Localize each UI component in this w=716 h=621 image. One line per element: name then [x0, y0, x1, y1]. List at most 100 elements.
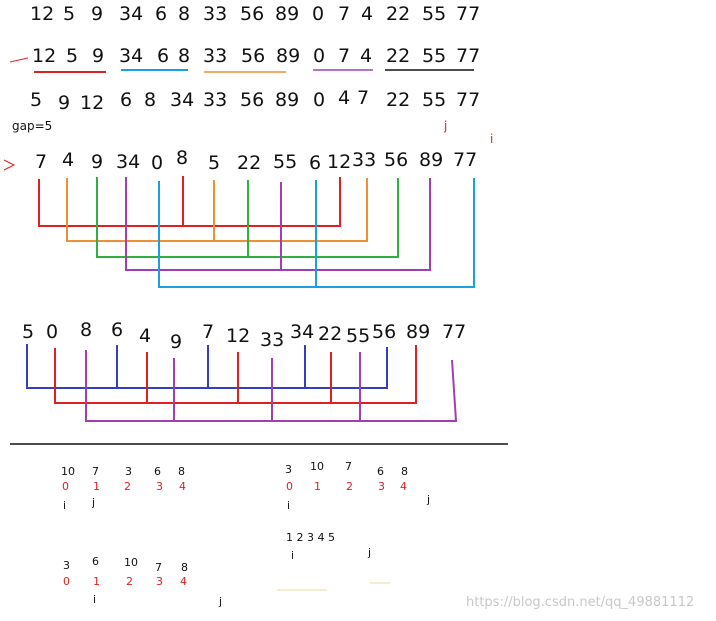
row1-value: 0 — [312, 3, 325, 25]
row3-value: 8 — [144, 89, 157, 111]
row3-value: 4 — [338, 87, 351, 109]
blockA-value: 8 — [178, 465, 185, 478]
row4-value: 9 — [91, 151, 104, 173]
row1-value: 56 — [240, 3, 265, 25]
row2-value: 9 — [92, 45, 105, 67]
row4-value: 56 — [384, 149, 409, 171]
blockD-index: 1 — [93, 575, 100, 588]
arrow-marker-icon — [9, 57, 29, 63]
row4-value: 55 — [273, 151, 298, 173]
row3-value: 77 — [456, 89, 481, 111]
blockA-index: 2 — [124, 480, 131, 493]
blockB-index: 2 — [346, 480, 353, 493]
row1-value: 8 — [178, 3, 191, 25]
blockA-index: 4 — [179, 480, 186, 493]
row1-value: 55 — [422, 3, 447, 25]
row4-value: 34 — [116, 151, 141, 173]
row4-value: 8 — [176, 147, 189, 169]
row1-value: 4 — [361, 3, 374, 25]
row2-value: 89 — [276, 45, 301, 67]
blockA-index: 0 — [62, 480, 69, 493]
row2-value: 34 — [119, 45, 144, 67]
row2-value: 5 — [66, 45, 79, 67]
blockD-index: 4 — [180, 575, 187, 588]
blockB-index: 1 — [314, 480, 321, 493]
row1-value: 7 — [338, 3, 351, 25]
blockB-value: 10 — [310, 460, 324, 473]
blockB-value: 6 — [377, 465, 384, 478]
blockA-value: 6 — [154, 465, 161, 478]
blockA-index: 1 — [93, 480, 100, 493]
row1-value: 33 — [203, 3, 228, 25]
row5-value: 12 — [226, 325, 251, 347]
blockA-value: 10 — [61, 465, 75, 478]
row4-value: 5 — [208, 152, 221, 174]
row1-value: 22 — [386, 3, 411, 25]
row3-value: 89 — [275, 89, 300, 111]
row2-value: 22 — [386, 45, 411, 67]
group-bracket-orange — [66, 178, 368, 242]
arrow-marker-icon — [3, 159, 16, 171]
group-bracket-purple — [125, 177, 431, 271]
row5-value: 7 — [202, 321, 215, 343]
blockD-value: 6 — [92, 555, 99, 568]
blockB-index: 3 — [378, 480, 385, 493]
row5-value: 5 — [22, 321, 35, 343]
row3-value: 34 — [170, 89, 195, 111]
blockB-value: 8 — [401, 465, 408, 478]
row3-value: 33 — [203, 89, 228, 111]
blockA-i: i — [63, 499, 67, 512]
row1-value: 34 — [119, 3, 144, 25]
row3-value: 6 — [120, 89, 133, 111]
row3-value: 9 — [58, 92, 71, 114]
row2-value: 4 — [360, 45, 373, 67]
row5-value: 89 — [406, 321, 431, 343]
row2-value: 0 — [313, 45, 326, 67]
row2-value: 33 — [203, 45, 228, 67]
row4-value: 77 — [453, 149, 478, 171]
row5-value: 34 — [290, 321, 315, 343]
blockC-i: i — [291, 549, 295, 562]
row5-value: 6 — [111, 319, 124, 341]
row1-value: 12 — [30, 3, 55, 25]
row2-value: 6 — [157, 45, 170, 67]
blockD-index: 3 — [156, 575, 163, 588]
blockB-i: i — [287, 499, 291, 512]
row2-value: 55 — [422, 45, 447, 67]
blockD-value: 7 — [155, 561, 162, 574]
i-pointer: i — [490, 132, 494, 146]
row2-value: 7 — [338, 45, 351, 67]
row5-value: 55 — [346, 325, 371, 347]
blockD-index: 0 — [63, 575, 70, 588]
row5-value: 9 — [170, 331, 183, 353]
row4-value: 0 — [151, 152, 164, 174]
row2-value: 56 — [241, 45, 266, 67]
row3-value: 0 — [313, 89, 326, 111]
row2-value: 77 — [456, 45, 481, 67]
row5-value: 8 — [80, 319, 93, 341]
group-bracket-red — [38, 177, 341, 227]
row5-value: 0 — [46, 321, 59, 343]
group-bracket-red-2 — [54, 345, 417, 404]
watermark: https://blog.csdn.net/qq_49881112 — [466, 595, 695, 610]
row3-value: 7 — [357, 87, 370, 109]
blockD-i: i — [93, 593, 97, 606]
row3-value: 55 — [422, 89, 447, 111]
blockD-value: 3 — [63, 559, 70, 572]
row3-value: 22 — [386, 89, 411, 111]
row5-value: 22 — [318, 323, 343, 345]
blockD-index: 2 — [126, 575, 133, 588]
row4-value: 12 — [327, 151, 352, 173]
blockB-value: 7 — [345, 460, 352, 473]
row5-value: 4 — [139, 325, 152, 347]
blockB-index: 0 — [286, 480, 293, 493]
row2-value: 8 — [178, 45, 191, 67]
blockD-j: j — [219, 595, 223, 608]
blockA-j: j — [92, 496, 96, 509]
blockB-value: 3 — [285, 463, 292, 476]
blockA-value: 3 — [125, 465, 132, 478]
row5-value: 56 — [372, 321, 397, 343]
row1-value: 89 — [275, 3, 300, 25]
blockB-j: j — [427, 493, 431, 506]
